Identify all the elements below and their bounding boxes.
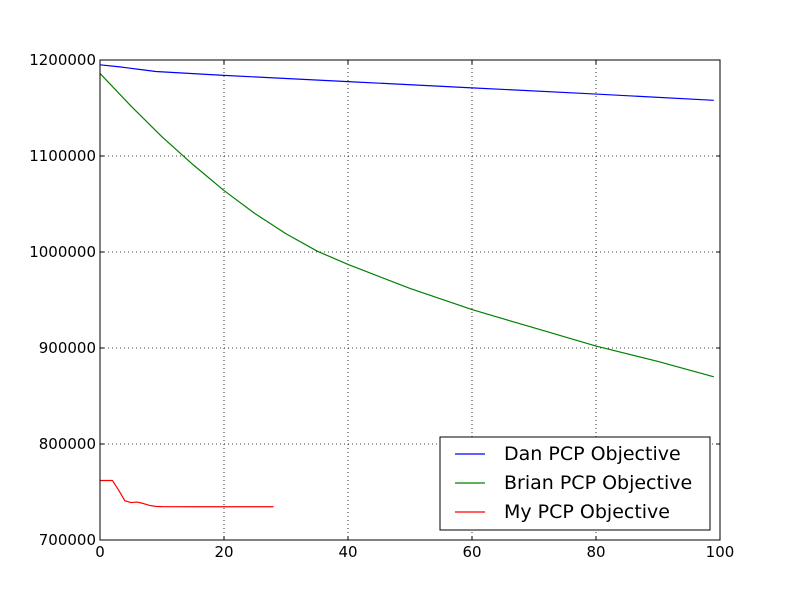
y-tick-label: 1000000	[29, 243, 96, 261]
y-tick-label: 1100000	[29, 147, 96, 165]
x-tick-label: 0	[95, 543, 105, 561]
x-tick-label: 20	[214, 543, 233, 561]
x-tick-label: 80	[586, 543, 605, 561]
legend-label: Dan PCP Objective	[504, 443, 681, 465]
axis-ticks: 0 20 40 60 80 100 700000 800000 900000 1000000 110…	[29, 51, 734, 561]
plot-lines	[99, 64, 714, 508]
y-tick-label: 1200000	[29, 51, 96, 69]
legend-label: Brian PCP Objective	[504, 472, 692, 494]
y-tick-label: 900000	[39, 339, 96, 357]
y-tick-label: 700000	[39, 531, 96, 549]
series-line-my-pcp-objective	[100, 479, 274, 508]
x-tick-label: 60	[462, 543, 481, 561]
y-tick-label: 800000	[39, 435, 96, 453]
series-line-dan-pcp-objective	[99, 64, 714, 101]
plot-frame	[99, 59, 721, 541]
legend: Dan PCP Objective Brian PCP Objective My P…	[439, 436, 711, 531]
x-tick-label: 100	[706, 543, 735, 561]
x-tick-label: 40	[338, 543, 357, 561]
series-line-brian-pcp-objective	[99, 73, 714, 378]
legend-label: My PCP Objective	[504, 501, 670, 523]
